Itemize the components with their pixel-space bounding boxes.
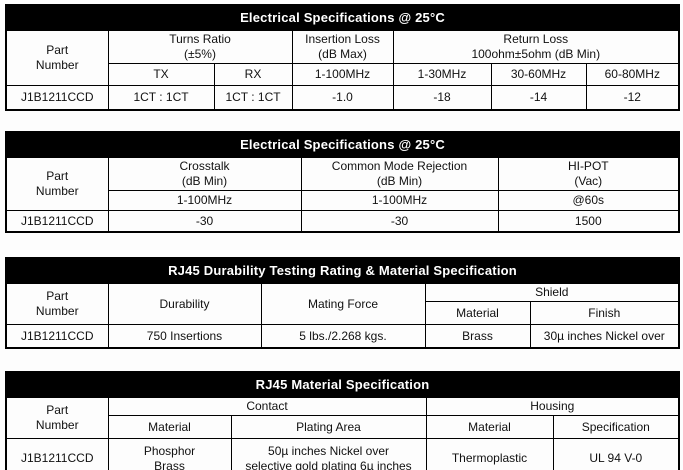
- table1-header-turns-ratio: Turns Ratio (±5%): [107, 30, 293, 64]
- table1-header-part-number: Part Number: [5, 30, 109, 86]
- table4-subheader-plating-area: Plating Area: [230, 415, 427, 439]
- table4-cell-contact-material: Phosphor Brass: [107, 438, 232, 470]
- table3-title: RJ45 Durability Testing Rating & Materia…: [5, 257, 680, 284]
- table1-cell-return-loss-3: -12: [585, 85, 680, 111]
- table1-title: Electrical Specifications @ 25°C: [5, 4, 680, 31]
- table3-header-mating-force: Mating Force: [260, 283, 426, 325]
- table4-title-row: RJ45 Material Specification: [5, 371, 680, 398]
- table2-header-common-mode-rejection: Common Mode Rejection (dB Min): [300, 157, 499, 191]
- table3-title-row: RJ45 Durability Testing Rating & Materia…: [5, 257, 680, 284]
- table3-cell-part-number: J1B1211CCD: [5, 324, 109, 349]
- durability-material-table: RJ45 Durability Testing Rating & Materia…: [5, 257, 680, 349]
- table2-subheader-hipot-condition: @60s: [497, 190, 680, 211]
- table1-cell-return-loss-1: -18: [392, 85, 492, 111]
- table2-cell-hipot: 1500: [497, 210, 680, 233]
- table1-cell-tx: 1CT : 1CT: [107, 85, 215, 111]
- table3-header-part-number: Part Number: [5, 283, 109, 325]
- table1-subheader-return-freq-3: 60-80MHz: [585, 63, 680, 86]
- table1-cell-rx: 1CT : 1CT: [213, 85, 293, 111]
- table1-subheader-insertion-freq: 1-100MHz: [291, 63, 394, 86]
- table1-subheader-return-freq-1: 1-30MHz: [392, 63, 492, 86]
- table4-cell-housing-material: Thermoplastic: [425, 438, 554, 470]
- table4-title: RJ45 Material Specification: [5, 371, 680, 398]
- table2-cell-part-number: J1B1211CCD: [5, 210, 109, 233]
- table1-title-row: Electrical Specifications @ 25°C: [5, 4, 680, 31]
- table1-subheader-return-freq-2: 30-60MHz: [490, 63, 587, 86]
- table2-header-hipot: HI-POT (Vac): [497, 157, 680, 191]
- table1-cell-insertion-loss: -1.0: [291, 85, 394, 111]
- table3-cell-shield-finish: 30µ inches Nickel over: [529, 324, 680, 349]
- table3-header-durability: Durability: [107, 283, 262, 325]
- table4-subheader-housing-specification: Specification: [552, 415, 680, 439]
- table3-subheader-shield-finish: Finish: [529, 301, 680, 325]
- table3-subheader-shield-material: Material: [424, 301, 531, 325]
- table2-header-crosstalk: Crosstalk (dB Min): [107, 157, 302, 191]
- table3-cell-durability: 750 Insertions: [107, 324, 262, 349]
- table4-header-part-number: Part Number: [5, 397, 109, 439]
- table3-cell-shield-material: Brass: [424, 324, 531, 349]
- table2-title: Electrical Specifications @ 25°C: [5, 131, 680, 158]
- table1-header-return-loss: Return Loss 100ohm±5ohm (dB Min): [392, 30, 680, 64]
- table4-data-row: J1B1211CCD Phosphor Brass 50µ inches Nic…: [5, 438, 680, 470]
- electrical-specs-table-2: Electrical Specifications @ 25°C Part Nu…: [5, 131, 681, 233]
- table4-subheader-contact-material: Material: [107, 415, 232, 439]
- table4-cell-part-number: J1B1211CCD: [5, 438, 109, 470]
- table3-data-row: J1B1211CCD 750 Insertions 5 lbs./2.268 k…: [5, 324, 680, 349]
- table2-cell-crosstalk: -30: [107, 210, 302, 233]
- table4-cell-plating-area: 50µ inches Nickel over selective gold pl…: [230, 438, 427, 470]
- table1-data-row: J1B1211CCD 1CT : 1CT 1CT : 1CT -1.0 -18 …: [5, 85, 680, 111]
- table2-header-part-number: Part Number: [5, 157, 109, 211]
- table2-cell-cmr: -30: [300, 210, 499, 233]
- table1-cell-part-number: J1B1211CCD: [5, 85, 109, 111]
- table3-header-shield: Shield: [424, 283, 680, 302]
- table4-cell-housing-specification: UL 94 V-0: [552, 438, 680, 470]
- table1-subheader-tx: TX: [107, 63, 215, 86]
- table1-header-insertion-loss: Insertion Loss (dB Max): [291, 30, 394, 64]
- table3-cell-mating-force: 5 lbs./2.268 kgs.: [260, 324, 426, 349]
- material-specification-table: RJ45 Material Specification Part Number …: [5, 371, 681, 470]
- table1-subheader-rx: RX: [213, 63, 293, 86]
- table2-subheader-cmr-freq: 1-100MHz: [300, 190, 499, 211]
- table2-data-row: J1B1211CCD -30 -30 1500: [5, 210, 680, 233]
- table4-subheader-housing-material: Material: [425, 415, 554, 439]
- electrical-specs-table-1: Electrical Specifications @ 25°C Part Nu…: [5, 4, 681, 111]
- table4-header-contact: Contact: [107, 397, 427, 416]
- table4-header-housing: Housing: [425, 397, 680, 416]
- table2-subheader-crosstalk-freq: 1-100MHz: [107, 190, 302, 211]
- table1-cell-return-loss-2: -14: [490, 85, 587, 111]
- table2-title-row: Electrical Specifications @ 25°C: [5, 131, 680, 158]
